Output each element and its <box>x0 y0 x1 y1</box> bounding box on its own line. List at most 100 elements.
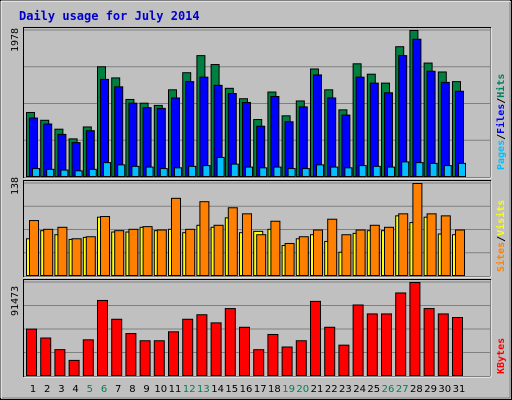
bar-files <box>327 97 337 177</box>
bar-sites <box>114 230 125 277</box>
bar-kbytes <box>97 299 108 376</box>
bar-pages <box>330 166 339 177</box>
bar-pages <box>117 164 126 178</box>
day-label: 7 <box>115 384 121 395</box>
bar-pages <box>60 169 69 178</box>
day-label: 11 <box>169 384 182 395</box>
day-label: 10 <box>154 384 167 395</box>
bar-sites <box>298 236 309 277</box>
bar-pages <box>174 167 182 178</box>
bar-files <box>341 114 351 177</box>
bar-sites <box>85 236 96 277</box>
day-label: 22 <box>325 384 338 395</box>
bar-pages <box>259 167 268 178</box>
day-label: 29 <box>424 384 437 395</box>
bar-kbytes <box>139 340 151 376</box>
bar-kbytes <box>239 326 250 376</box>
bar-pages <box>103 162 111 178</box>
bar-kbytes <box>210 322 222 376</box>
bar-pages <box>88 168 97 177</box>
bar-kbytes <box>182 318 194 377</box>
bar-kbytes <box>68 359 80 376</box>
bar-kbytes <box>310 300 321 376</box>
bar-pages <box>159 168 168 177</box>
bar-sites <box>57 226 68 277</box>
legend-visits: Visits <box>495 200 507 236</box>
bar-sites <box>426 213 437 276</box>
bar-files <box>100 78 109 177</box>
bar-pages <box>372 165 381 177</box>
bar-sites <box>29 220 39 276</box>
bar-kbytes <box>153 340 165 376</box>
bar-pages <box>358 165 367 178</box>
bar-files <box>156 107 166 177</box>
bar-sites <box>440 215 451 276</box>
bar-kbytes <box>168 331 179 376</box>
legend-sites: Sites <box>495 242 507 272</box>
bar-pages <box>415 162 424 178</box>
bar-files <box>29 117 38 177</box>
bar-sites <box>43 228 54 276</box>
bar-sites <box>213 224 224 276</box>
bar-files <box>398 55 408 177</box>
day-label: 17 <box>254 384 267 395</box>
bar-files <box>43 123 53 177</box>
bar-kbytes <box>324 326 336 376</box>
panel-kbytes-bars <box>26 282 463 377</box>
day-label: 19 <box>282 384 295 395</box>
bar-pages <box>245 166 253 177</box>
bar-pages <box>188 165 197 177</box>
day-label: 1 <box>30 384 36 395</box>
day-label: 18 <box>268 384 281 395</box>
bar-files <box>384 92 393 177</box>
day-label: 5 <box>87 384 93 395</box>
bar-pages <box>301 168 310 177</box>
bar-kbytes <box>26 328 37 376</box>
bar-files <box>412 38 422 177</box>
bar-sites <box>185 228 196 276</box>
legend-sites-visits: Sites/Visits <box>495 200 507 272</box>
bar-files <box>313 74 322 177</box>
bar-sites <box>256 234 267 276</box>
day-label: 4 <box>72 384 78 395</box>
day-label: 13 <box>197 384 210 395</box>
bar-files <box>242 101 251 177</box>
bar-kbytes <box>40 337 52 376</box>
bar-sites <box>455 229 465 276</box>
bar-kbytes <box>82 339 94 376</box>
bar-sites <box>199 201 210 276</box>
day-label: 15 <box>225 384 238 395</box>
bar-kbytes <box>366 313 378 377</box>
panel-kbytes-ymax-label: 91473 <box>10 286 21 316</box>
bar-kbytes <box>224 308 236 376</box>
bar-files <box>270 95 280 177</box>
bar-pages <box>131 165 140 177</box>
bar-pages <box>230 163 239 177</box>
legend-kbytes-label: KBytes <box>496 338 507 374</box>
bar-kbytes <box>452 317 463 376</box>
day-label: 2 <box>44 384 50 395</box>
bar-files <box>171 97 180 177</box>
bar-kbytes <box>253 349 265 377</box>
bar-kbytes <box>437 313 449 377</box>
legend-pages: Pages <box>496 140 507 170</box>
bar-files <box>369 82 379 177</box>
bar-kbytes <box>267 333 279 377</box>
bar-sites <box>156 229 167 276</box>
bar-pages <box>202 165 211 178</box>
bar-kbytes <box>352 304 364 377</box>
bar-kbytes <box>196 314 208 376</box>
bar-files <box>185 81 195 177</box>
bar-files <box>355 76 365 177</box>
bar-files <box>298 106 308 177</box>
panel-hits: 1978 Pages/Files/Hits <box>10 27 507 179</box>
day-label: 25 <box>367 384 380 395</box>
bar-files <box>426 70 436 177</box>
bar-sites <box>71 238 82 276</box>
bar-files <box>199 76 209 177</box>
legend-hits: Hits <box>495 74 507 98</box>
panel-kbytes: 91473 KBytes <box>10 279 507 378</box>
day-label: 3 <box>58 384 64 395</box>
bar-sites <box>270 220 281 277</box>
bar-sites <box>128 228 139 276</box>
